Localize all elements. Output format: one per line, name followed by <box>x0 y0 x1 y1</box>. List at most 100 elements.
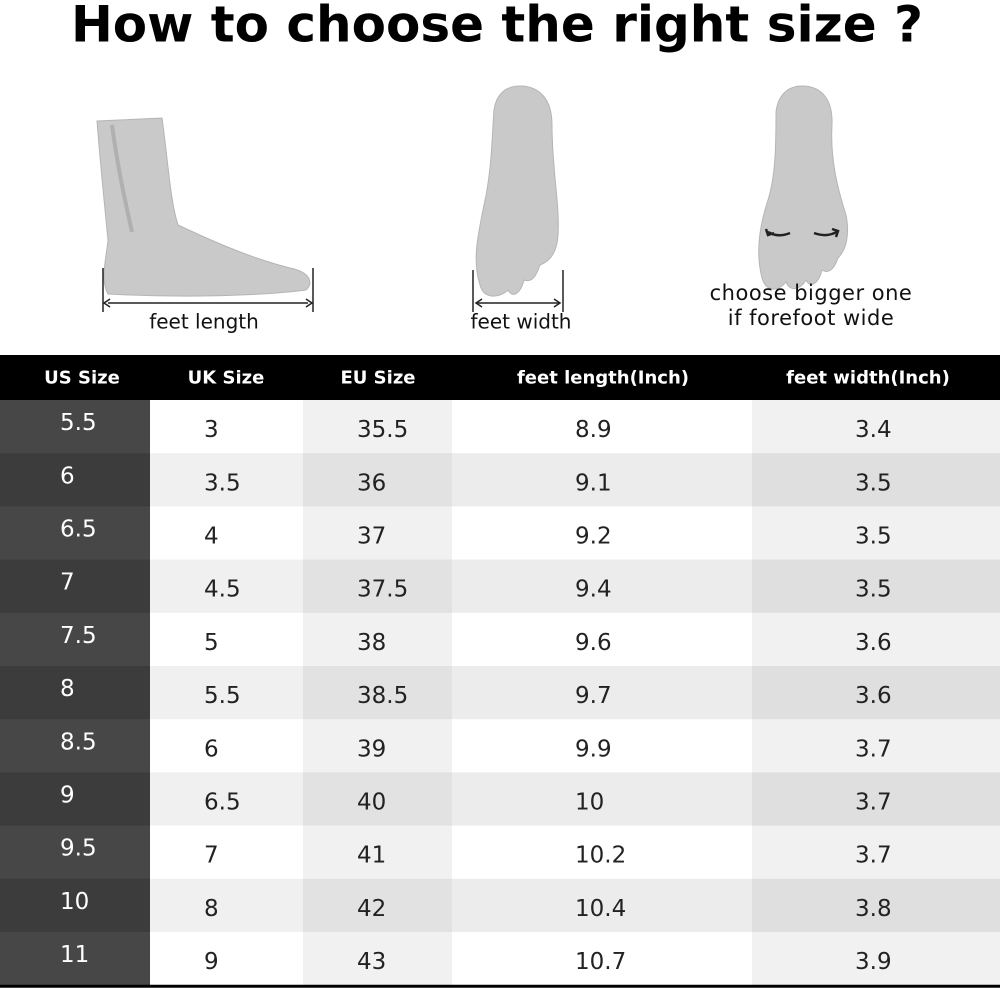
cell: 8 <box>204 896 219 922</box>
column-header: feet width(Inch) <box>786 368 950 389</box>
cell: 4.5 <box>204 577 241 603</box>
title: How to choose the right size ? <box>71 0 923 54</box>
cell: 4 <box>204 524 219 550</box>
cell: 3.5 <box>855 524 892 550</box>
cell: 3.5 <box>855 470 892 496</box>
cell: 41 <box>357 843 386 869</box>
cell-background <box>752 559 1000 614</box>
cell-background <box>303 400 452 454</box>
cell: 40 <box>357 790 386 816</box>
cell: 3.8 <box>855 896 892 922</box>
cell-background <box>150 400 303 454</box>
cell-background <box>452 719 752 773</box>
cell-background <box>752 825 1000 880</box>
cell: 5 <box>204 630 219 656</box>
cell-background <box>0 878 150 933</box>
cell-background <box>303 772 452 827</box>
us-size: 11 <box>60 942 89 968</box>
cell: 3.7 <box>855 843 892 869</box>
cell-background <box>150 453 303 507</box>
cell: 9.6 <box>575 630 612 656</box>
cell-background <box>150 932 303 986</box>
cell-background <box>752 453 1000 507</box>
column-header: US Size <box>44 368 120 389</box>
cell: 36 <box>357 470 386 496</box>
cell-background <box>0 612 150 667</box>
cell: 3.6 <box>855 683 892 709</box>
cell-background <box>752 932 1000 986</box>
us-size: 5.5 <box>60 410 97 436</box>
us-size: 10 <box>60 889 89 915</box>
foot-sole-illustration <box>472 85 564 312</box>
cell-background <box>303 719 452 773</box>
cell: 35.5 <box>357 417 408 443</box>
cell-background <box>452 400 752 454</box>
cell: 9.2 <box>575 524 612 550</box>
cell-background <box>150 666 303 720</box>
cell-background <box>150 559 303 614</box>
cell: 10.7 <box>575 949 626 975</box>
cell-background <box>452 666 752 720</box>
cell: 3.7 <box>855 736 892 762</box>
cell: 39 <box>357 736 386 762</box>
cell: 9.1 <box>575 470 612 496</box>
column-header: feet length(Inch) <box>517 368 689 389</box>
us-size: 6.5 <box>60 517 97 543</box>
cell-background <box>0 932 150 986</box>
cell-background <box>150 772 303 827</box>
cell: 7 <box>204 843 219 869</box>
cell-background <box>752 719 1000 773</box>
cell: 9.4 <box>575 577 612 603</box>
cell-background <box>150 825 303 880</box>
cell-background <box>150 878 303 933</box>
cell-background <box>303 666 452 720</box>
cell: 42 <box>357 896 386 922</box>
cell-background <box>303 825 452 880</box>
size-table: US Size UK Size EU Size feet length(Inch) fe… <box>0 355 1000 988</box>
cell-background <box>752 772 1000 827</box>
foot-wide-illustration <box>758 85 849 290</box>
caption: feet length <box>149 310 259 334</box>
cell-background <box>0 772 150 827</box>
cell-background <box>452 825 752 880</box>
caption-line: if forefoot wide <box>728 306 895 330</box>
cell-background <box>452 506 752 561</box>
cell: 9.9 <box>575 736 612 762</box>
cell-background <box>0 506 150 561</box>
us-size: 8.5 <box>60 729 97 755</box>
cell: 6 <box>204 736 219 762</box>
cell: 3.4 <box>855 417 892 443</box>
cell: 43 <box>357 949 386 975</box>
cell-background <box>452 772 752 827</box>
cell: 38.5 <box>357 683 408 709</box>
cell: 3.9 <box>855 949 892 975</box>
cell: 38 <box>357 630 386 656</box>
cell-background <box>150 506 303 561</box>
cell: 5.5 <box>204 683 241 709</box>
cell-background <box>0 825 150 880</box>
cell-background <box>303 878 452 933</box>
cell-background <box>0 400 150 454</box>
cell: 3 <box>204 417 219 443</box>
us-size: 9 <box>60 783 75 809</box>
cell-background <box>452 612 752 667</box>
cell-background <box>0 666 150 720</box>
cell: 3.5 <box>204 470 241 496</box>
us-size: 9.5 <box>60 836 97 862</box>
cell: 3.6 <box>855 630 892 656</box>
cell-background <box>303 612 452 667</box>
cell: 3.5 <box>855 577 892 603</box>
cell: 10 <box>575 790 604 816</box>
cell-background <box>0 559 150 614</box>
cell-background <box>0 719 150 773</box>
cell-background <box>752 878 1000 933</box>
cell: 37.5 <box>357 577 408 603</box>
cell-background <box>452 453 752 507</box>
cell-background <box>752 666 1000 720</box>
cell-background <box>452 932 752 986</box>
column-header: EU Size <box>341 368 416 389</box>
cell-background <box>452 878 752 933</box>
cell-background <box>303 932 452 986</box>
caption-line: choose bigger one <box>710 281 913 305</box>
